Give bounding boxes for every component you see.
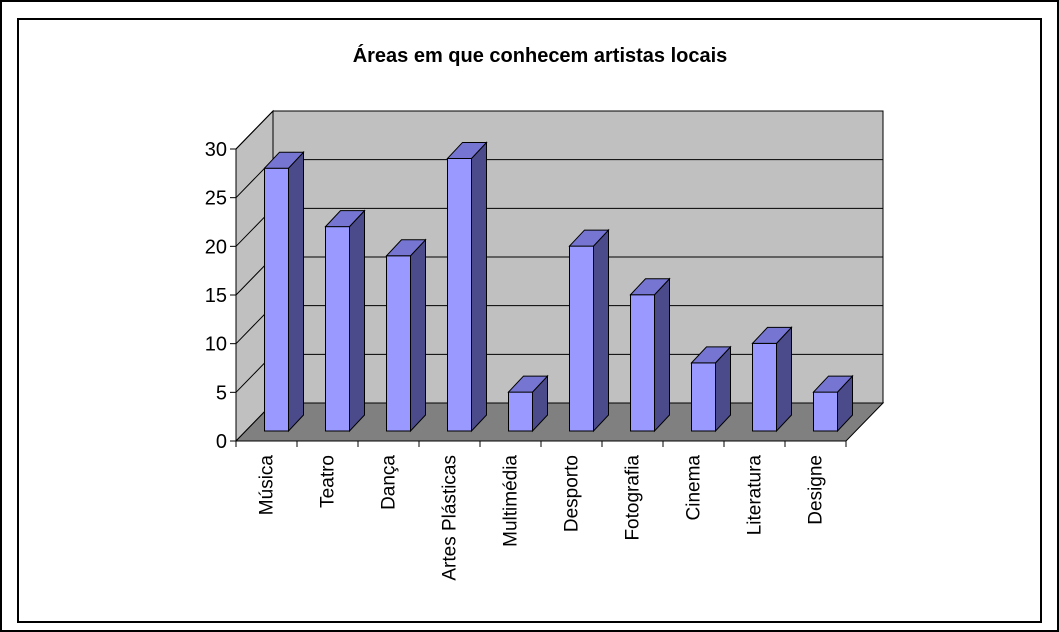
bar bbox=[568, 228, 610, 433]
bar-top bbox=[324, 210, 366, 228]
bar-top bbox=[690, 346, 732, 364]
bar-front bbox=[386, 255, 411, 432]
bar-front bbox=[752, 342, 777, 432]
x-category-label: Artes Plásticas bbox=[440, 455, 461, 581]
bar bbox=[507, 374, 549, 433]
bar-front bbox=[508, 391, 533, 432]
chart-axes bbox=[230, 148, 847, 447]
bar-top bbox=[812, 375, 854, 393]
bar-top bbox=[629, 278, 671, 296]
chart-bars bbox=[263, 141, 854, 433]
x-category-label: Literatura bbox=[745, 455, 766, 536]
bar-front bbox=[264, 167, 289, 432]
y-tick-label: 10 bbox=[205, 334, 227, 356]
bar-side bbox=[776, 326, 792, 433]
bar-side bbox=[471, 141, 487, 433]
gridline bbox=[235, 110, 883, 150]
bar-top bbox=[385, 239, 427, 257]
bar-front bbox=[630, 294, 655, 432]
y-tick-label: 0 bbox=[216, 431, 227, 453]
y-tick-label: 25 bbox=[205, 188, 227, 210]
x-category-label: Desporto bbox=[562, 455, 583, 532]
x-category-label: Teatro bbox=[318, 455, 339, 508]
bar bbox=[324, 209, 366, 433]
x-category-label: Cinema bbox=[684, 455, 705, 521]
bar-front bbox=[813, 391, 838, 432]
bar-front bbox=[691, 362, 716, 432]
bar-top bbox=[446, 141, 488, 159]
x-category-labels: Música Teatro Dança Artes Plásticas Multiméd… bbox=[257, 455, 827, 581]
bar bbox=[385, 238, 427, 433]
y-tick-label: 30 bbox=[205, 139, 227, 161]
y-tick-labels: 0 5 10 15 20 25 30 bbox=[205, 139, 227, 453]
bar-side bbox=[593, 228, 609, 433]
chart-title: Áreas em que conhecem artistas locais bbox=[353, 44, 728, 67]
y-tick-label: 15 bbox=[205, 285, 227, 307]
bar bbox=[263, 150, 305, 433]
y-tick-label: 20 bbox=[205, 236, 227, 258]
bar-front bbox=[325, 226, 350, 432]
x-category-label: Fotografia bbox=[623, 455, 644, 541]
bar-front bbox=[569, 245, 594, 432]
bar-side bbox=[349, 209, 365, 433]
x-category-label: Designe bbox=[806, 455, 827, 525]
x-category-label: Multimédia bbox=[501, 455, 522, 547]
x-category-label: Música bbox=[257, 455, 278, 516]
y-tick-label: 5 bbox=[216, 382, 227, 404]
bar-top bbox=[507, 375, 549, 393]
bar-top bbox=[751, 326, 793, 344]
bar bbox=[751, 326, 793, 433]
bar bbox=[446, 141, 488, 433]
bar-side bbox=[288, 150, 304, 433]
bar bbox=[812, 374, 854, 433]
bar-top bbox=[568, 229, 610, 247]
bar-side bbox=[410, 238, 426, 433]
bar-front bbox=[447, 157, 472, 432]
bar bbox=[690, 345, 732, 433]
bar-top bbox=[263, 151, 305, 169]
bar bbox=[629, 277, 671, 433]
x-category-label: Dança bbox=[379, 455, 400, 510]
bar-side bbox=[654, 277, 670, 433]
